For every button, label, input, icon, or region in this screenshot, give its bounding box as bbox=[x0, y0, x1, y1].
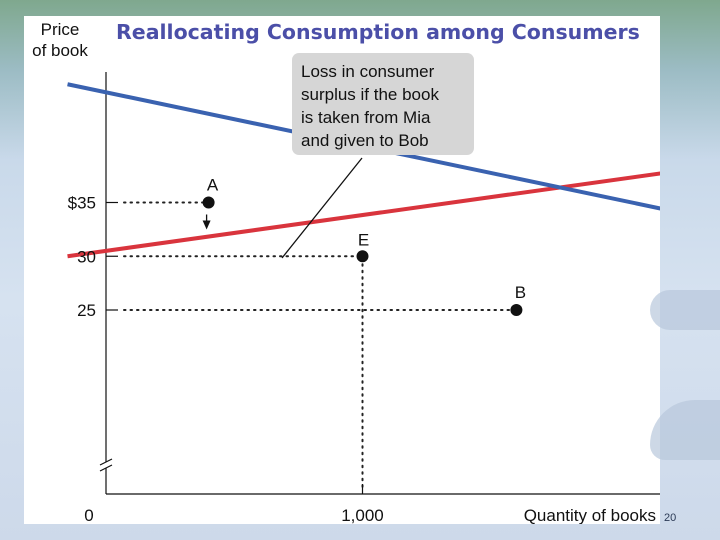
y-axis-title: Price of book bbox=[32, 20, 88, 60]
point-label-b: B bbox=[515, 283, 526, 302]
chart-points bbox=[202, 196, 523, 316]
dotted-guides bbox=[123, 201, 518, 491]
x-origin-label: 0 bbox=[84, 506, 93, 524]
chart-text: Price of book 0 Quantity of books $35 30 25 1,0… bbox=[32, 20, 656, 524]
point-e bbox=[356, 250, 369, 263]
callout-line: surplus if the book bbox=[301, 85, 439, 104]
supply-demand-chart: Loss in consumer surplus if the book is ta… bbox=[32, 20, 660, 524]
callout-line: Loss in consumer bbox=[301, 62, 435, 81]
slide-decoration-upper bbox=[650, 290, 720, 330]
axis-break-bottom bbox=[99, 464, 113, 472]
callout-pointer bbox=[281, 157, 363, 259]
slide-decoration-lower bbox=[650, 400, 720, 460]
supply-curve bbox=[67, 171, 660, 259]
y-tick-label: 30 bbox=[77, 247, 96, 266]
point-label-a: A bbox=[207, 176, 219, 195]
callout-box bbox=[292, 53, 474, 155]
slide-title: Reallocating Consumption among Consumers bbox=[116, 20, 640, 44]
surplus-arrow-head bbox=[202, 220, 211, 230]
x-axis-title: Quantity of books bbox=[524, 506, 656, 524]
callout-text: Loss in consumer surplus if the book is ta… bbox=[301, 62, 439, 150]
callout-line: and given to Bob bbox=[301, 131, 429, 150]
page-number: 20 bbox=[664, 512, 677, 524]
y-tick-label: 25 bbox=[77, 301, 96, 320]
y-axis-title-line: of book bbox=[32, 41, 88, 60]
point-label-e: E bbox=[358, 230, 369, 249]
y-tick-label: $35 bbox=[68, 194, 96, 213]
x-tick-label: 1,000 bbox=[341, 506, 384, 524]
annotation-callout: Loss in consumer surplus if the book is ta… bbox=[202, 53, 474, 259]
callout-line: is taken from Mia bbox=[301, 108, 431, 127]
axis-break-top bbox=[99, 458, 113, 466]
y-axis-title-line: Price bbox=[41, 20, 80, 39]
point-b bbox=[510, 304, 523, 316]
point-a bbox=[202, 196, 215, 209]
chart-axes bbox=[99, 72, 660, 495]
